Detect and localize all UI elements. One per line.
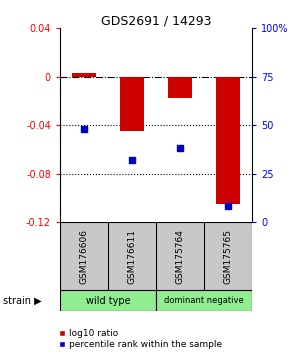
Text: GSM176606: GSM176606	[80, 229, 88, 284]
Text: GSM175765: GSM175765	[224, 229, 232, 284]
Bar	[120, 77, 144, 131]
Bar	[60, 291, 156, 310]
Text: GSM175764: GSM175764	[176, 229, 184, 284]
Bar	[156, 291, 252, 310]
Bar	[216, 77, 240, 204]
Text: GSM176611: GSM176611	[128, 229, 136, 284]
Legend: log10 ratio, percentile rank within the sample: log10 ratio, percentile rank within the …	[58, 329, 223, 349]
Text: strain ▶: strain ▶	[3, 296, 42, 306]
Title: GDS2691 / 14293: GDS2691 / 14293	[101, 14, 211, 27]
Bar	[168, 77, 192, 98]
Bar	[72, 73, 96, 77]
Text: wild type: wild type	[86, 296, 130, 306]
Text: dominant negative: dominant negative	[164, 296, 244, 305]
